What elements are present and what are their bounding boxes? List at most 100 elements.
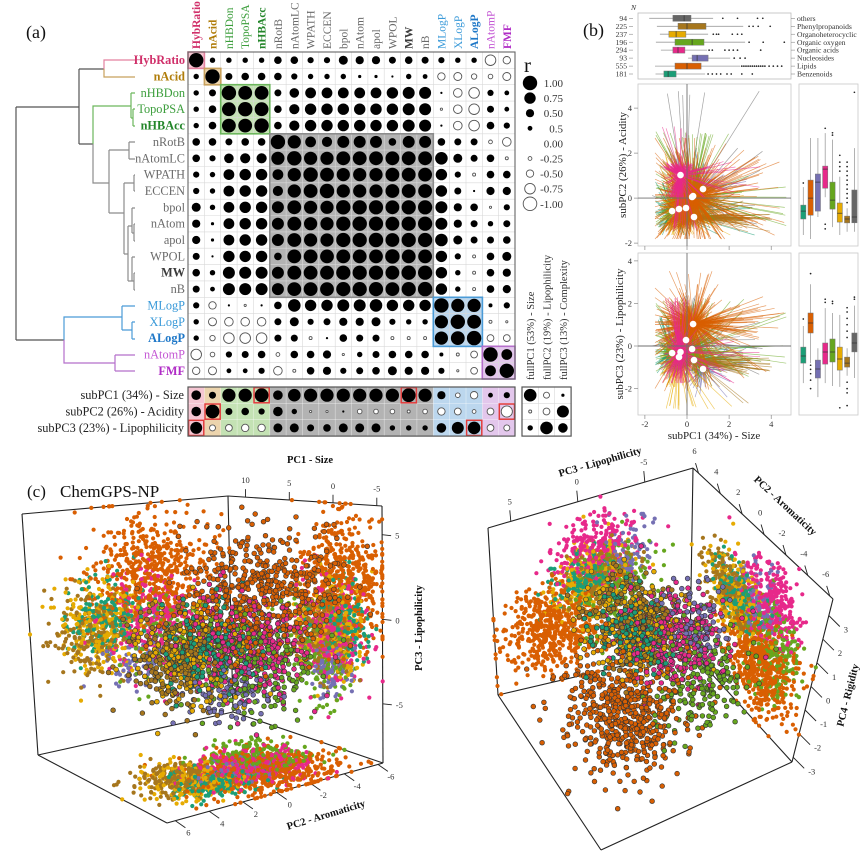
column-header: FMF bbox=[502, 24, 514, 49]
correlation-circle bbox=[505, 320, 509, 324]
class-name: Benzenoids bbox=[797, 70, 832, 79]
outlier-point bbox=[846, 336, 848, 339]
outlier-point bbox=[846, 387, 848, 390]
loading-circle bbox=[488, 392, 493, 398]
box bbox=[829, 338, 836, 363]
correlation-circle bbox=[337, 87, 349, 99]
y-tick-label: 0 bbox=[628, 341, 632, 351]
correlation-circle bbox=[386, 103, 399, 115]
legend-circle bbox=[525, 169, 535, 178]
correlation-circle bbox=[419, 86, 432, 99]
loading-circle bbox=[191, 390, 201, 401]
outlier-point bbox=[769, 25, 772, 28]
loading-circle bbox=[307, 424, 315, 432]
outlier-point bbox=[748, 25, 750, 28]
correlation-circle bbox=[435, 283, 448, 295]
cluster-block-border bbox=[268, 133, 435, 299]
variable-labels: HybRatioHybRationAcidnAcidnHBDonnHBDonTo… bbox=[134, 1, 514, 378]
class-count: 93 bbox=[619, 54, 627, 63]
subpc-label: subPC3 (23%) - Lipophilicity bbox=[37, 421, 184, 435]
box bbox=[851, 332, 858, 353]
correlation-circle bbox=[272, 169, 284, 181]
correlation-circle bbox=[193, 90, 199, 96]
class-name: others bbox=[797, 14, 816, 23]
outlier-point bbox=[846, 311, 848, 313]
row-label: nAcid bbox=[154, 70, 186, 84]
correlation-circle bbox=[320, 217, 334, 231]
correlation-circle bbox=[209, 57, 216, 63]
correlation-circle bbox=[501, 349, 513, 360]
outlier-point bbox=[749, 65, 752, 67]
boxplot-subpc3-by-class bbox=[798, 252, 859, 416]
correlation-circle bbox=[238, 102, 253, 117]
outlier-point bbox=[846, 317, 848, 320]
correlation-circle bbox=[205, 69, 220, 84]
correlation-circle bbox=[274, 56, 282, 64]
correlation-circle bbox=[338, 55, 348, 65]
correlation-circle bbox=[255, 283, 268, 296]
column-header: nHBDon bbox=[224, 7, 236, 49]
correlation-circle bbox=[193, 302, 200, 309]
correlation-circle bbox=[503, 122, 510, 129]
correlation-circle bbox=[470, 203, 478, 212]
dendrogram-branch bbox=[92, 92, 135, 144]
tick-mark bbox=[242, 801, 254, 810]
correlation-circle bbox=[401, 232, 416, 248]
loading-circle bbox=[503, 424, 511, 432]
projected-point bbox=[310, 681, 315, 687]
correlation-circle bbox=[401, 200, 416, 215]
projected-point bbox=[69, 641, 74, 647]
correlation-circle bbox=[241, 138, 249, 146]
outlier-point bbox=[757, 25, 760, 28]
class-name: Organic acids bbox=[797, 46, 839, 55]
row-label: apol bbox=[164, 233, 186, 247]
correlation-circle bbox=[417, 281, 433, 297]
outlier-point bbox=[783, 41, 786, 44]
correlation-circle bbox=[337, 119, 349, 132]
correlation-circle bbox=[371, 317, 381, 327]
outlier-point bbox=[853, 296, 856, 298]
loading-circle bbox=[225, 424, 233, 432]
legend-circle bbox=[527, 156, 533, 161]
correlation-circle bbox=[209, 204, 216, 210]
loading-circle bbox=[288, 388, 301, 402]
correlation-circle bbox=[502, 268, 511, 277]
projected-point bbox=[367, 695, 372, 700]
correlation-circle bbox=[385, 151, 400, 166]
correlation-circle bbox=[307, 57, 314, 64]
loading-circle bbox=[191, 406, 201, 417]
outlier-point bbox=[838, 165, 841, 168]
outlier-point bbox=[756, 17, 759, 20]
y-axis-title: subPC2 (26%) - Acidity bbox=[617, 111, 629, 218]
outlier-point bbox=[731, 33, 734, 36]
fullpc-circle bbox=[561, 393, 565, 397]
outlier-point bbox=[752, 25, 754, 28]
outlier-point bbox=[730, 73, 733, 75]
correlation-circle bbox=[287, 168, 301, 182]
correlation-circle bbox=[254, 86, 269, 100]
correlation-circle bbox=[209, 351, 216, 358]
correlation-circle bbox=[437, 72, 446, 81]
tick-label: 5 bbox=[395, 531, 399, 541]
correlation-circle bbox=[454, 171, 461, 178]
correlation-circle bbox=[255, 266, 268, 279]
correlation-circle bbox=[502, 186, 511, 196]
correlation-circle bbox=[305, 136, 316, 148]
loading-circle bbox=[437, 407, 446, 416]
highlight-box bbox=[204, 403, 221, 420]
outlier-point bbox=[853, 91, 856, 94]
loading-circle bbox=[373, 408, 379, 415]
outlier-point bbox=[802, 318, 805, 320]
correlation-circle bbox=[385, 184, 400, 198]
correlation-circle bbox=[242, 57, 248, 63]
class-count: 225 bbox=[616, 22, 628, 31]
loading-circle bbox=[455, 392, 461, 398]
correlation-circle bbox=[255, 185, 268, 197]
correlation-circle bbox=[386, 299, 399, 312]
loading-circle bbox=[469, 391, 479, 400]
correlation-circle bbox=[336, 151, 351, 166]
loading-circle bbox=[486, 424, 495, 432]
loading-circle bbox=[369, 388, 383, 402]
n-header: N bbox=[630, 3, 637, 12]
